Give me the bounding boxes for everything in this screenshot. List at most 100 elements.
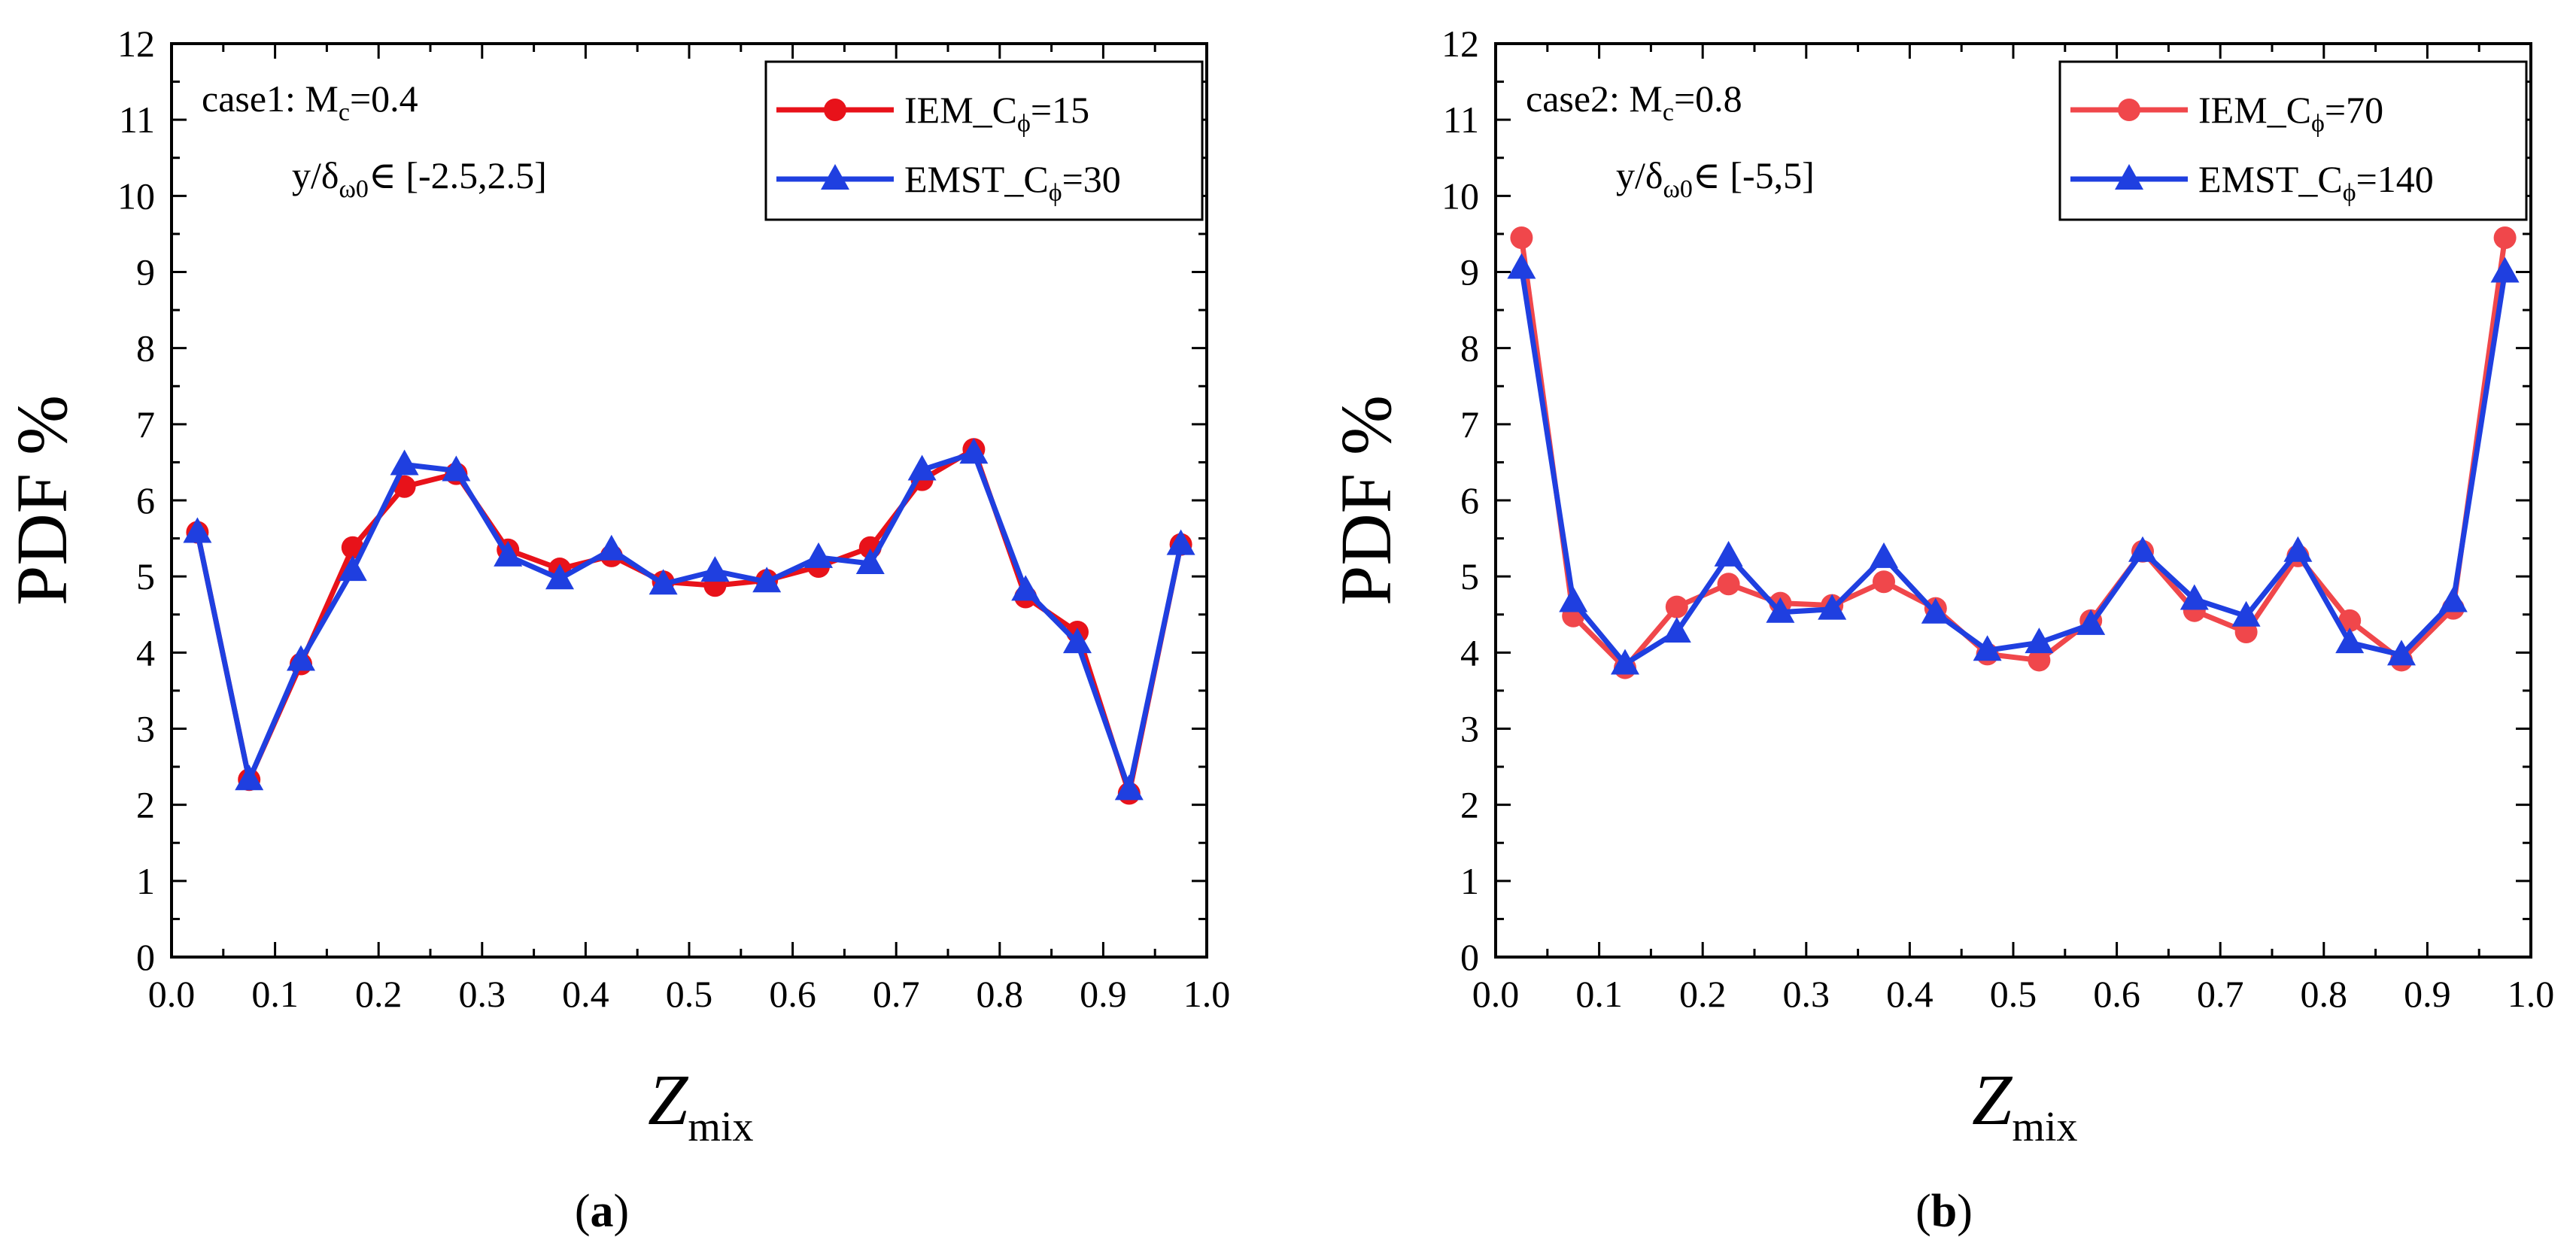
y-tick-label: 5 (136, 555, 155, 597)
x-tick-label: 0.9 (1080, 973, 1127, 1015)
data-point (235, 764, 264, 791)
series-2 (1507, 253, 2520, 675)
legend-label: EMST_Cϕ=30 (904, 158, 1121, 207)
x-tick-label: 0.1 (251, 973, 299, 1015)
data-point (2076, 609, 2106, 635)
x-axis-title: Zmix (648, 1059, 754, 1150)
data-point (752, 567, 782, 593)
data-point (1766, 597, 1795, 623)
x-tick-label: 0.7 (873, 973, 920, 1015)
chart-panel-1: 0.0 0.1 0.2 0.3 0.4 0.5 0.6 0.7 0.8 0.9 1.00123456… (2, 23, 1230, 1237)
x-tick-label: 0.8 (2301, 973, 2348, 1015)
series-line (1518, 267, 2508, 667)
x-tick-label: 1.0 (2508, 973, 2555, 1015)
legend-label: IEM_Cϕ=70 (2198, 89, 2383, 138)
x-tick-label: 0.3 (1783, 973, 1830, 1015)
y-tick-label: 10 (1441, 175, 1479, 217)
data-point (2231, 600, 2261, 627)
y-tick-label: 0 (136, 936, 155, 978)
y-tick-label: 5 (1460, 555, 1479, 597)
x-tick-label: 0.2 (355, 973, 402, 1015)
y-tick-label: 9 (1460, 251, 1479, 293)
data-point (1870, 542, 1898, 568)
y-tick-label: 7 (1460, 403, 1479, 445)
data-point (2028, 649, 2051, 672)
y-tick-label: 6 (136, 479, 155, 521)
data-point (2128, 536, 2157, 562)
data-point (1973, 635, 2002, 661)
data-point (2335, 627, 2365, 654)
data-point (442, 455, 471, 482)
data-point (1818, 594, 1847, 620)
data-point (907, 454, 937, 481)
y-tick-label: 3 (1460, 708, 1479, 750)
x-tick-label: 0.4 (1886, 973, 1934, 1015)
x-tick-label: 0.2 (1679, 973, 1727, 1015)
legend: IEM_Cϕ=15 EMST_Cϕ=30 (764, 60, 1204, 221)
data-point (597, 534, 626, 561)
data-point (1921, 597, 1950, 624)
y-tick-label: 1 (1460, 860, 1479, 902)
data-point (183, 517, 212, 543)
data-point (2180, 584, 2209, 610)
data-point (1717, 573, 1740, 596)
data-point (649, 569, 678, 595)
x-tick-label: 0.0 (1472, 973, 1520, 1015)
x-axis-title: Zmix (1972, 1059, 2078, 1150)
series-2 (183, 438, 1195, 801)
y-tick-label: 1 (136, 860, 155, 902)
series-1 (186, 438, 1192, 805)
data-point (1662, 617, 1691, 643)
data-point (1114, 774, 1144, 801)
legend-box (764, 60, 1204, 221)
data-point (2338, 609, 2362, 632)
y-tick-label: 8 (136, 327, 155, 369)
legend-marker (2115, 164, 2143, 190)
data-point (1611, 649, 1639, 675)
data-point (959, 438, 989, 464)
panel-label: (b) (1915, 1186, 1973, 1237)
series-1 (1510, 226, 2517, 679)
y-tick-label: 2 (1460, 784, 1479, 826)
data-point (545, 564, 574, 590)
legend-marker (2118, 99, 2140, 121)
data-point (338, 555, 367, 582)
y-axis-title: PDF % (2, 395, 82, 606)
data-point (804, 542, 833, 568)
x-tick-label: 0.3 (459, 973, 506, 1015)
x-tick-label: 0.0 (148, 973, 196, 1015)
legend: IEM_Cϕ=70 EMST_Cϕ=140 (2058, 60, 2528, 221)
data-point (1507, 253, 1536, 279)
data-point (855, 548, 885, 574)
y-tick-label: 0 (1460, 936, 1479, 978)
data-point (1714, 540, 1743, 567)
legend-label: EMST_Cϕ=140 (2198, 158, 2434, 207)
y-tick-label: 12 (117, 23, 155, 65)
x-tick-label: 0.6 (769, 973, 816, 1015)
x-tick-label: 0.1 (1575, 973, 1623, 1015)
y-tick-label: 3 (136, 708, 155, 750)
data-point (2490, 257, 2520, 283)
data-point (1011, 575, 1040, 601)
range-annotation: y/δω0∈ [-5,5] (1616, 154, 1815, 203)
data-point (2493, 226, 2517, 249)
legend-box (2058, 60, 2528, 221)
data-point (287, 645, 315, 671)
y-tick-label: 8 (1460, 327, 1479, 369)
x-tick-label: 0.4 (562, 973, 609, 1015)
data-point (700, 556, 730, 582)
y-tick-label: 4 (1460, 631, 1479, 673)
case-annotation: case1: Mc=0.4 (202, 77, 418, 126)
x-tick-label: 0.6 (2093, 973, 2140, 1015)
data-point (1166, 529, 1195, 555)
y-tick-label: 11 (119, 99, 155, 141)
data-point (1510, 226, 1533, 249)
chart-panel-2: 0.0 0.1 0.2 0.3 0.4 0.5 0.6 0.7 0.8 0.9 1.00123456… (1326, 23, 2554, 1237)
y-tick-label: 2 (136, 784, 155, 826)
y-axis-title: PDF % (1326, 395, 1406, 606)
panel-label: (a) (575, 1186, 629, 1237)
data-point (2387, 640, 2416, 666)
legend-marker (824, 99, 846, 121)
y-tick-label: 12 (1441, 23, 1479, 65)
